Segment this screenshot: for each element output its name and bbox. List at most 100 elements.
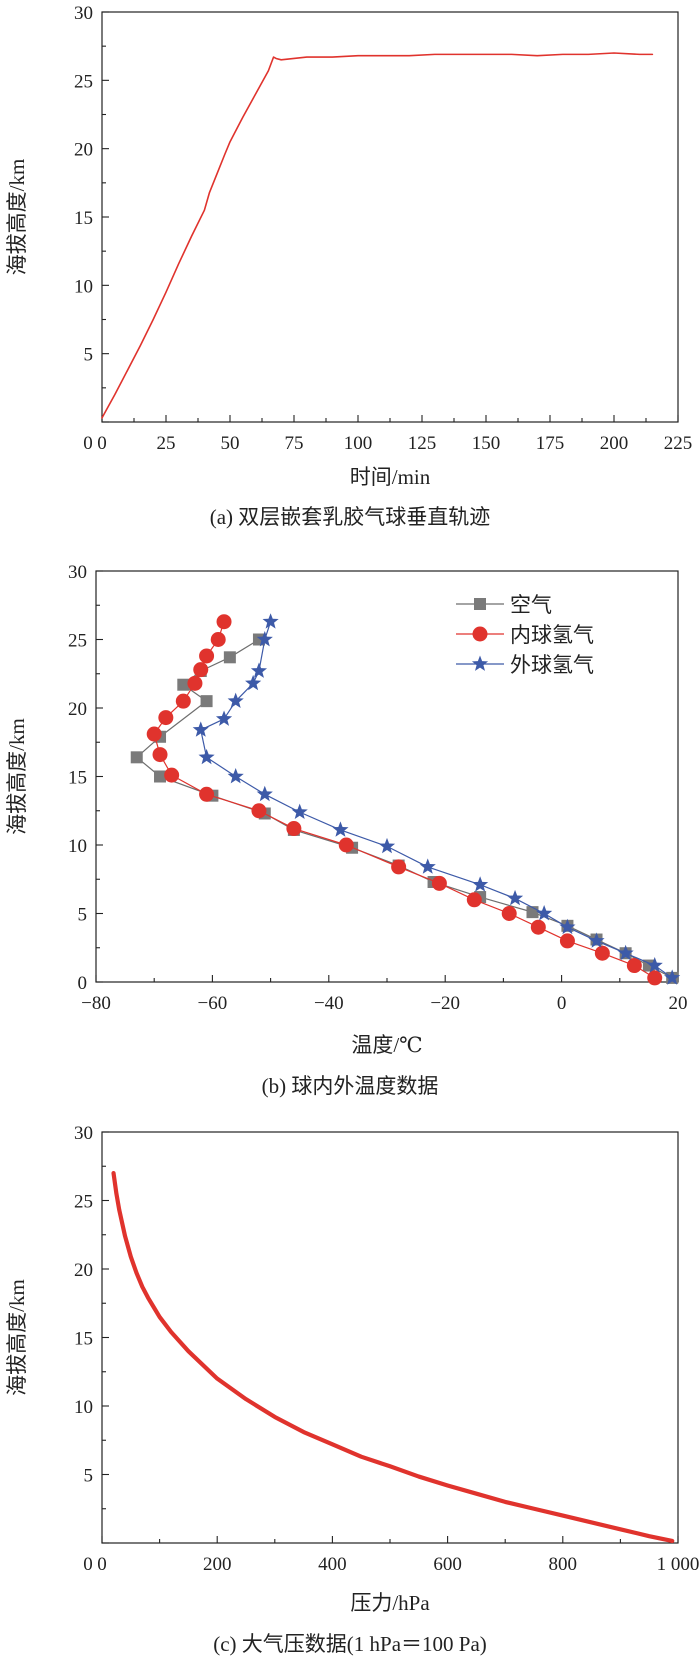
data-point bbox=[647, 970, 663, 986]
data-point bbox=[617, 944, 634, 961]
x-tick-label: 225 bbox=[664, 433, 693, 454]
data-point bbox=[227, 692, 244, 709]
data-point bbox=[391, 859, 407, 875]
data-point bbox=[559, 918, 576, 935]
origin-label: 0 bbox=[83, 1554, 93, 1575]
chart-caption: (a) 双层嵌套乳胶气球垂直轨迹 bbox=[210, 505, 491, 529]
data-point bbox=[199, 648, 215, 664]
data-point bbox=[187, 675, 203, 691]
x-tick-label: 0 bbox=[97, 433, 107, 454]
x-tick-label: 150 bbox=[472, 433, 501, 454]
data-point bbox=[559, 933, 575, 949]
data-point bbox=[501, 906, 517, 921]
y-tick-label: 25 bbox=[74, 71, 93, 92]
legend-marker bbox=[472, 626, 488, 642]
x-tick-label: 800 bbox=[549, 1554, 578, 1575]
y-tick-label: 5 bbox=[78, 905, 88, 926]
x-tick-label: 600 bbox=[433, 1554, 462, 1575]
y-tick-label: 25 bbox=[68, 631, 87, 652]
y-tick-label: 30 bbox=[74, 3, 93, 24]
x-tick-label: −80 bbox=[81, 993, 111, 1014]
data-point bbox=[291, 803, 308, 819]
chart-caption: (b) 球内外温度数据 bbox=[262, 1074, 439, 1098]
y-axis-title: 海拔高度/km bbox=[5, 718, 29, 835]
legend-marker bbox=[474, 598, 486, 610]
data-point bbox=[210, 632, 226, 647]
x-tick-label: 50 bbox=[221, 433, 240, 454]
data-point bbox=[332, 821, 349, 837]
data-point bbox=[192, 721, 209, 737]
data-point bbox=[419, 858, 436, 874]
x-tick-label: −20 bbox=[430, 993, 460, 1014]
series-line-series-0 bbox=[111, 1170, 675, 1544]
data-point bbox=[164, 767, 180, 783]
x-tick-label: 200 bbox=[203, 1554, 232, 1575]
x-tick-label: 25 bbox=[157, 433, 176, 454]
data-point bbox=[152, 747, 168, 763]
x-tick-label: −40 bbox=[314, 993, 344, 1014]
y-tick-label: 30 bbox=[68, 562, 87, 583]
x-tick-label: −60 bbox=[198, 993, 228, 1014]
data-point bbox=[250, 662, 268, 678]
data-point bbox=[256, 631, 273, 647]
data-point bbox=[472, 876, 489, 892]
data-point bbox=[227, 768, 244, 784]
data-point bbox=[506, 889, 524, 906]
series-line-series-0 bbox=[101, 52, 654, 419]
data-point bbox=[130, 751, 143, 764]
x-axis-title: 温度/℃ bbox=[351, 1033, 422, 1057]
chart-caption: (c) 大气压数据(1 hPa＝100 Pa) bbox=[213, 1632, 487, 1656]
y-tick-label: 5 bbox=[84, 345, 94, 366]
y-tick-label: 20 bbox=[68, 699, 87, 720]
y-tick-label: 5 bbox=[84, 1466, 94, 1487]
data-point bbox=[466, 892, 482, 908]
x-tick-label: 200 bbox=[600, 433, 629, 454]
data-point bbox=[175, 693, 191, 709]
data-point bbox=[256, 785, 273, 802]
y-tick-label: 20 bbox=[74, 140, 93, 161]
data-point bbox=[536, 905, 553, 921]
x-tick-label: 175 bbox=[536, 433, 565, 454]
origin-label: 0 bbox=[83, 433, 93, 454]
data-point bbox=[251, 803, 267, 819]
data-point bbox=[215, 710, 233, 726]
legend-marker bbox=[471, 655, 489, 671]
x-tick-label: 0 bbox=[97, 1554, 107, 1575]
data-point bbox=[594, 945, 610, 961]
data-point bbox=[199, 786, 215, 802]
x-tick-label: 20 bbox=[669, 993, 688, 1014]
x-axis-title: 压力/hPa bbox=[350, 1591, 430, 1615]
y-tick-label: 30 bbox=[74, 1123, 93, 1144]
data-point bbox=[198, 748, 215, 765]
x-tick-label: 1 000 bbox=[657, 1554, 700, 1575]
data-point bbox=[193, 662, 209, 678]
data-point bbox=[286, 821, 302, 837]
y-axis-title: 海拔高度/km bbox=[5, 1279, 29, 1396]
data-point bbox=[200, 695, 213, 708]
legend-label: 内球氢气 bbox=[510, 623, 594, 647]
data-point bbox=[158, 710, 174, 726]
data-point bbox=[646, 957, 663, 973]
chart-panel-a: 0 25 50 75 100 125 150 175 200 225 5 10 15 20 25 30 0 时间/… bbox=[5, 3, 692, 529]
data-point bbox=[223, 651, 236, 664]
data-point bbox=[177, 678, 190, 691]
chart-panel-b: −80 −60 −40 −20 0 20 0 5 10 15 20 25 30 温度/℃ 海拔高度/km (b… bbox=[5, 562, 688, 1098]
data-point bbox=[664, 969, 681, 985]
legend-label: 空气 bbox=[510, 593, 552, 617]
x-axis-title: 时间/min bbox=[350, 465, 431, 489]
y-tick-label: 20 bbox=[74, 1260, 93, 1281]
y-tick-label: 15 bbox=[74, 208, 93, 229]
data-point bbox=[431, 875, 447, 891]
x-tick-label: 75 bbox=[285, 433, 304, 454]
x-tick-label: 125 bbox=[408, 433, 437, 454]
data-point bbox=[216, 614, 232, 630]
data-point bbox=[338, 837, 354, 853]
y-tick-label: 25 bbox=[74, 1192, 93, 1213]
data-point bbox=[262, 613, 279, 629]
data-point bbox=[588, 932, 605, 948]
series-line-外球氢气 bbox=[200, 621, 673, 979]
x-tick-label: 0 bbox=[557, 993, 567, 1014]
data-point bbox=[530, 919, 546, 935]
y-tick-label: 10 bbox=[74, 1397, 93, 1418]
